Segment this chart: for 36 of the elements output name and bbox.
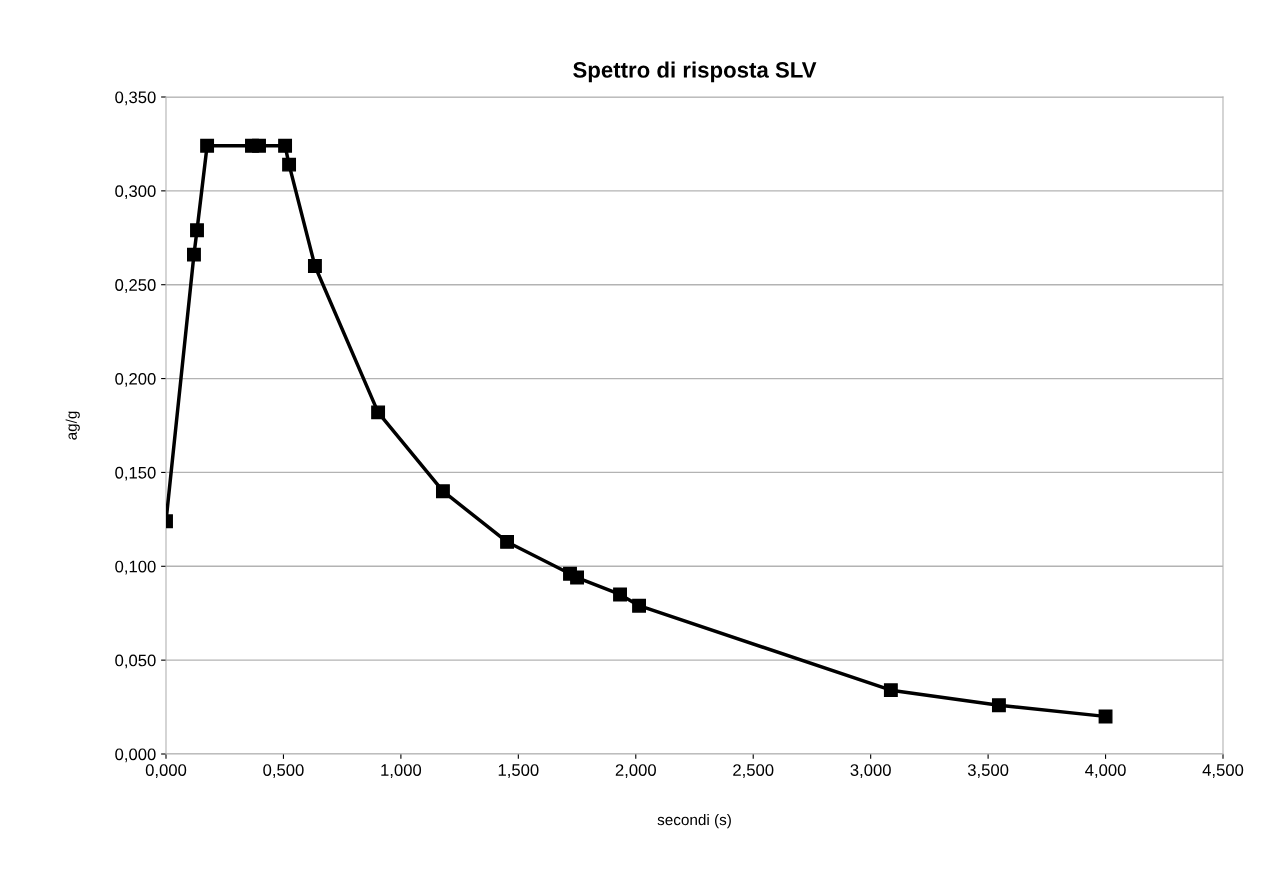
x-tick-label: 2,500: [733, 764, 774, 778]
y-tick-label: 0,150: [115, 466, 156, 481]
x-axis-title: secondi (s): [657, 813, 731, 829]
x-tick-label: 4,500: [1202, 764, 1244, 778]
point: [200, 138, 215, 153]
x-tick-label: 3,000: [850, 764, 891, 778]
point: [252, 138, 266, 153]
y-tick-label: 0,100: [115, 560, 156, 575]
y-tick-label: 0,050: [115, 654, 156, 669]
point: [435, 484, 450, 499]
point: [187, 247, 201, 262]
x-tick-label: 1,500: [498, 764, 539, 778]
point: [307, 258, 322, 273]
chart-title: Spettro di risposta SLV: [573, 61, 817, 83]
point: [278, 138, 293, 153]
x-tick-label: 2,000: [615, 764, 656, 778]
point: [190, 223, 204, 238]
point: [883, 683, 898, 698]
y-tick-label: 0,350: [115, 91, 156, 106]
y-tick-label: 0,000: [115, 748, 156, 763]
x-tick-label: 0,000: [145, 764, 187, 778]
x-tick-label: 1,000: [381, 764, 422, 778]
point: [613, 587, 627, 602]
point: [991, 698, 1006, 713]
point: [371, 405, 386, 420]
y-tick-label: 0,200: [115, 372, 156, 387]
x-tick-label: 4,000: [1085, 764, 1126, 778]
point: [570, 570, 585, 585]
point: [632, 598, 647, 613]
x-tick-label: 0,500: [263, 764, 304, 778]
point: [500, 534, 515, 549]
point: [282, 157, 297, 172]
y-tick-label: 0,250: [115, 279, 156, 293]
y-axis-title: ag/g: [65, 411, 80, 440]
y-tick-label: 0,300: [115, 185, 156, 200]
x-tick-label: 3,500: [967, 764, 1009, 778]
